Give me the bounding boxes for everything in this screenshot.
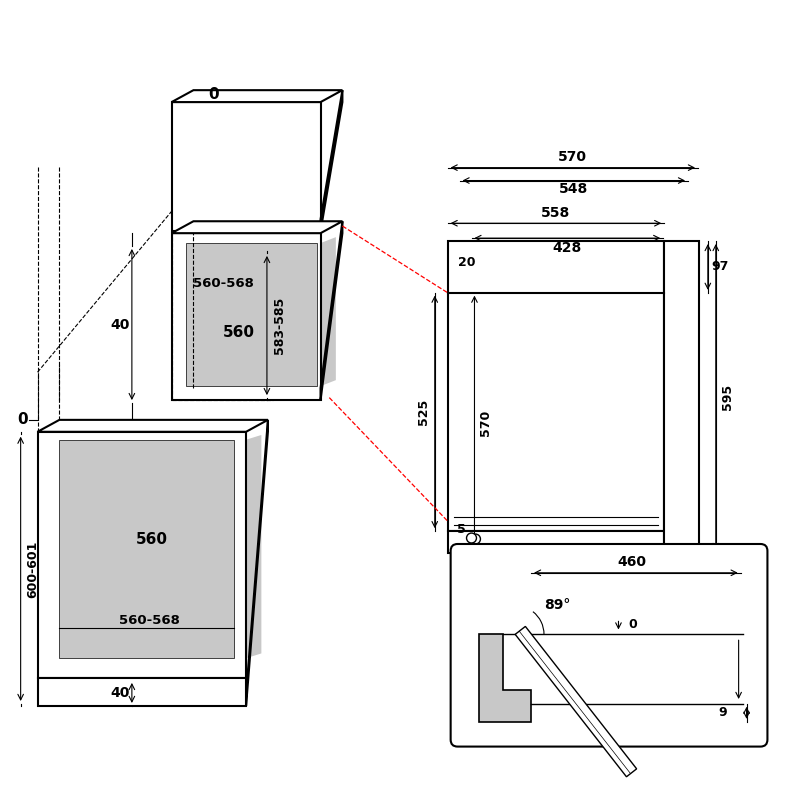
FancyBboxPatch shape xyxy=(450,544,767,746)
Text: 560: 560 xyxy=(136,531,168,546)
Text: 570: 570 xyxy=(479,410,492,436)
Text: 560-568: 560-568 xyxy=(119,614,180,627)
Text: 558: 558 xyxy=(542,206,570,220)
Polygon shape xyxy=(664,241,699,553)
Polygon shape xyxy=(171,90,342,102)
Text: 0: 0 xyxy=(208,86,218,102)
Text: 5: 5 xyxy=(457,522,466,535)
Circle shape xyxy=(470,534,481,544)
Polygon shape xyxy=(515,626,637,777)
Text: 560-568: 560-568 xyxy=(193,278,254,290)
Text: 97: 97 xyxy=(711,261,729,274)
Text: 0: 0 xyxy=(628,618,637,631)
Text: 560: 560 xyxy=(223,325,255,340)
Text: 9: 9 xyxy=(718,706,727,719)
Bar xyxy=(38,678,246,706)
Polygon shape xyxy=(321,222,342,400)
Polygon shape xyxy=(479,634,531,722)
Text: 583-585: 583-585 xyxy=(274,297,286,354)
Text: 600-601: 600-601 xyxy=(26,540,39,598)
Text: 595: 595 xyxy=(547,570,577,584)
Text: 20: 20 xyxy=(458,257,475,270)
Text: 548: 548 xyxy=(559,182,589,197)
Text: 40: 40 xyxy=(110,686,130,700)
Polygon shape xyxy=(186,243,317,386)
Polygon shape xyxy=(246,435,262,658)
Bar xyxy=(448,241,664,531)
Text: 20: 20 xyxy=(454,545,471,558)
Text: 460: 460 xyxy=(617,555,646,569)
Bar xyxy=(171,102,321,231)
Polygon shape xyxy=(321,237,336,386)
Polygon shape xyxy=(246,420,268,706)
Text: 570: 570 xyxy=(558,150,587,164)
Text: 595: 595 xyxy=(722,384,734,410)
Circle shape xyxy=(466,533,477,543)
Polygon shape xyxy=(38,420,268,432)
Text: 525: 525 xyxy=(418,398,430,425)
Text: 89°: 89° xyxy=(544,598,570,611)
Text: 0: 0 xyxy=(18,412,28,427)
Polygon shape xyxy=(59,440,234,658)
Bar xyxy=(448,531,664,553)
Bar xyxy=(171,233,321,400)
Polygon shape xyxy=(321,90,342,231)
Bar xyxy=(38,432,246,678)
Text: 40: 40 xyxy=(110,318,130,331)
Text: 428: 428 xyxy=(552,241,582,255)
Polygon shape xyxy=(171,222,342,233)
